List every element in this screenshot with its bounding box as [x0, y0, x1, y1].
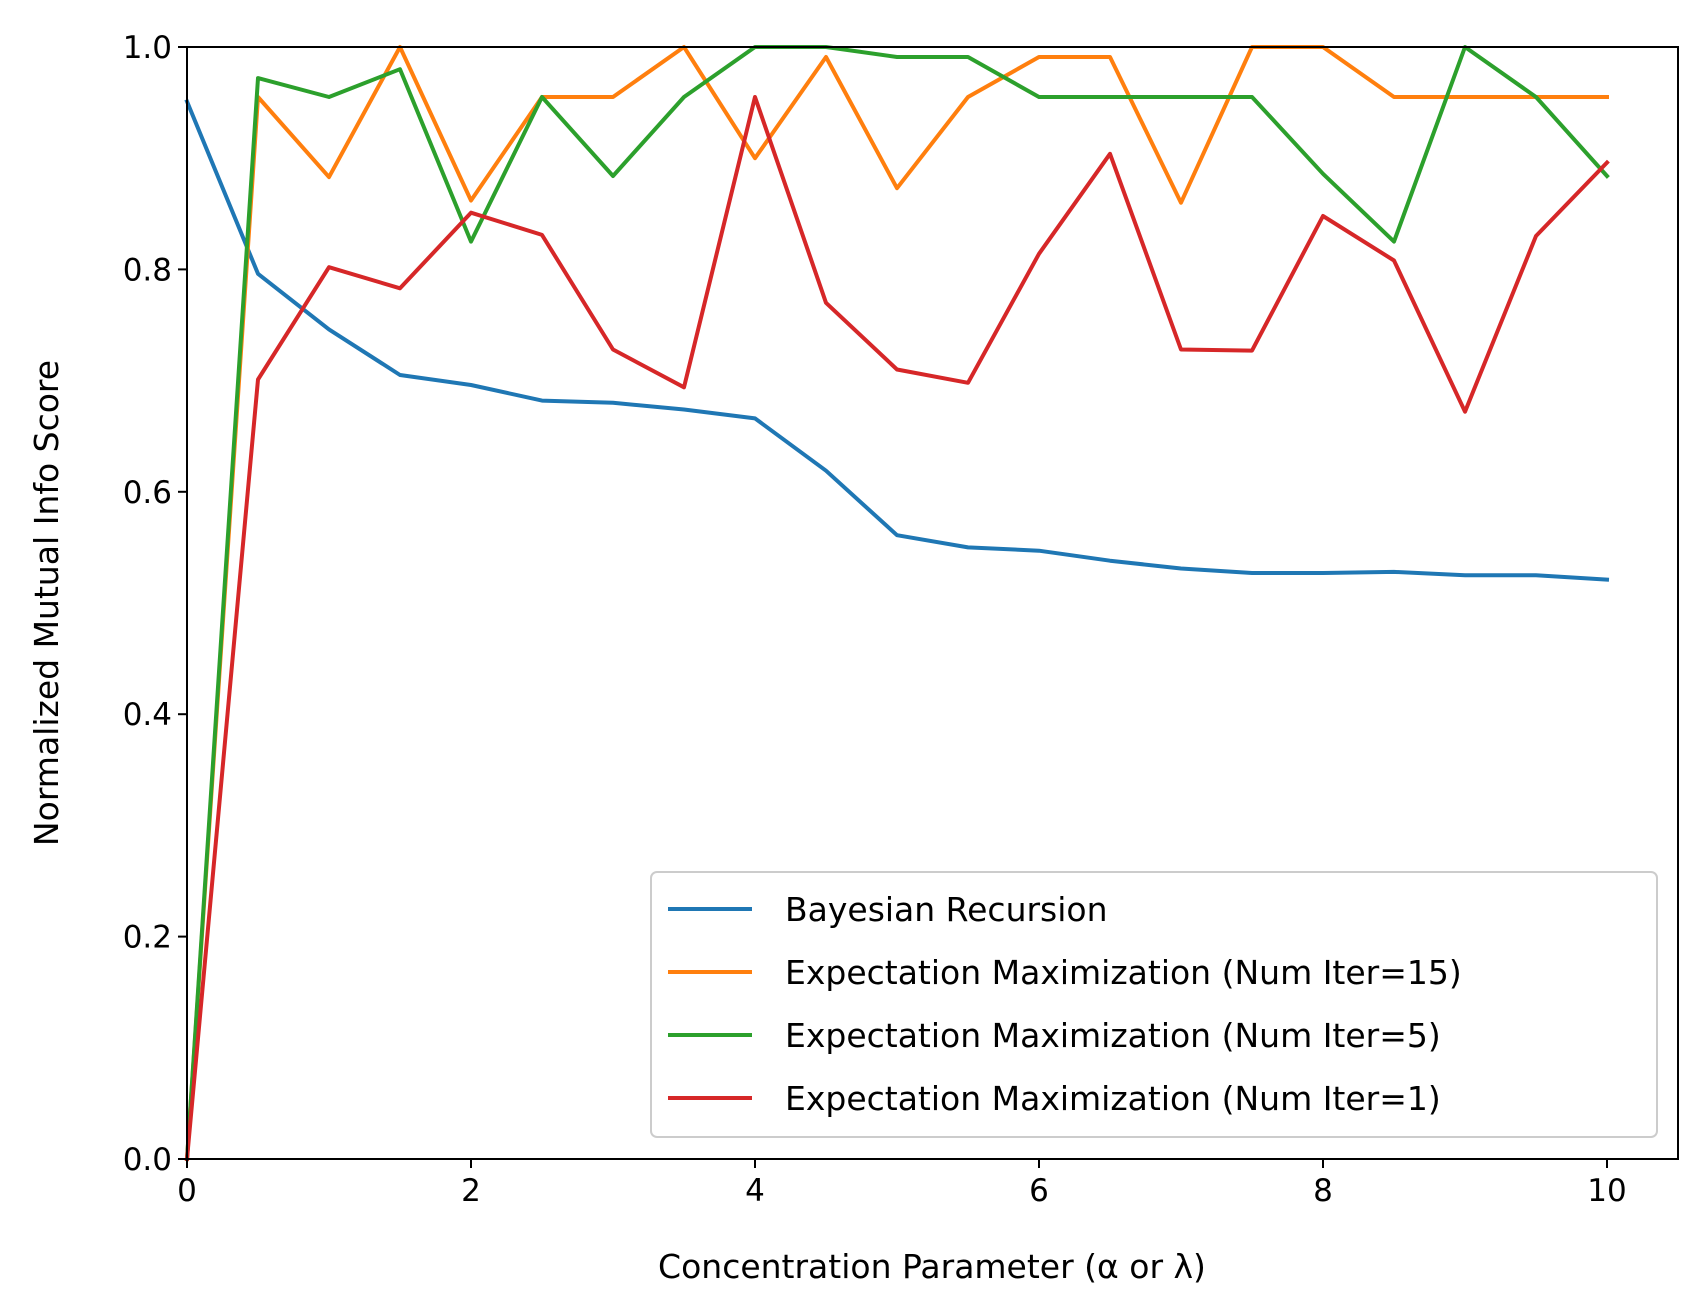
plot-frame: [186, 46, 1679, 1160]
x-tick-label: 4: [745, 1173, 765, 1209]
series-line-expectation-maximization-num-iter-15: [184, 45, 1609, 1162]
plot-marks: [184, 45, 1610, 1162]
y-axis-ticks: 0.0 0.2 0.4 0.6 0.8 1.0: [123, 30, 187, 1178]
y-tick-label: 1.0: [123, 30, 172, 66]
legend-label: Bayesian Recursion: [785, 890, 1108, 929]
x-tick-label: 8: [1313, 1173, 1333, 1209]
legend: Bayesian Recursion Expectation Maximizati…: [650, 871, 1658, 1138]
y-tick-label: 0.6: [123, 475, 172, 511]
y-tick-label: 0.0: [123, 1142, 172, 1178]
series-line-expectation-maximization-num-iter-5: [184, 45, 1610, 1162]
legend-frame: [650, 871, 1658, 1138]
x-tick-label: 2: [461, 1173, 481, 1209]
series-line-expectation-maximization-num-iter-1: [184, 95, 1610, 1162]
y-tick-label: 0.2: [123, 920, 172, 956]
legend-items: Bayesian Recursion Expectation Maximizati…: [668, 890, 1462, 1118]
legend-label: Expectation Maximization (Num Iter=5): [785, 1016, 1441, 1055]
x-tick-label: 0: [177, 1173, 197, 1209]
y-axis-label: Normalized Mutual Info Score: [27, 360, 66, 846]
x-axis-ticks: 0 2 4 6 8 10: [177, 1159, 1627, 1209]
legend-label: Expectation Maximization (Num Iter=15): [785, 953, 1462, 992]
y-tick-label: 0.8: [123, 252, 172, 288]
legend-label: Expectation Maximization (Num Iter=1): [785, 1079, 1441, 1118]
x-tick-label: 6: [1029, 1173, 1049, 1209]
x-axis-label: Concentration Parameter (α or λ): [658, 1247, 1206, 1286]
series-line-bayesian-recursion: [184, 98, 1610, 582]
x-tick-label: 10: [1587, 1173, 1626, 1209]
y-tick-label: 0.4: [123, 697, 172, 733]
